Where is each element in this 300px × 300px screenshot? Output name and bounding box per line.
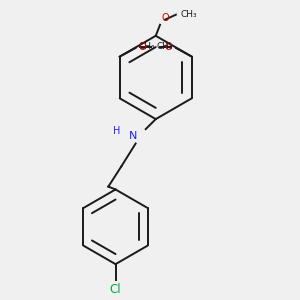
Text: CH₃: CH₃ <box>180 10 197 19</box>
Text: N: N <box>129 131 137 141</box>
Text: Cl: Cl <box>110 283 121 296</box>
Text: H: H <box>113 126 121 136</box>
Text: CH₃: CH₃ <box>139 42 155 51</box>
Text: O: O <box>165 42 172 52</box>
Text: O: O <box>139 42 146 52</box>
Text: O: O <box>161 13 169 23</box>
Text: CH₃: CH₃ <box>156 42 173 51</box>
